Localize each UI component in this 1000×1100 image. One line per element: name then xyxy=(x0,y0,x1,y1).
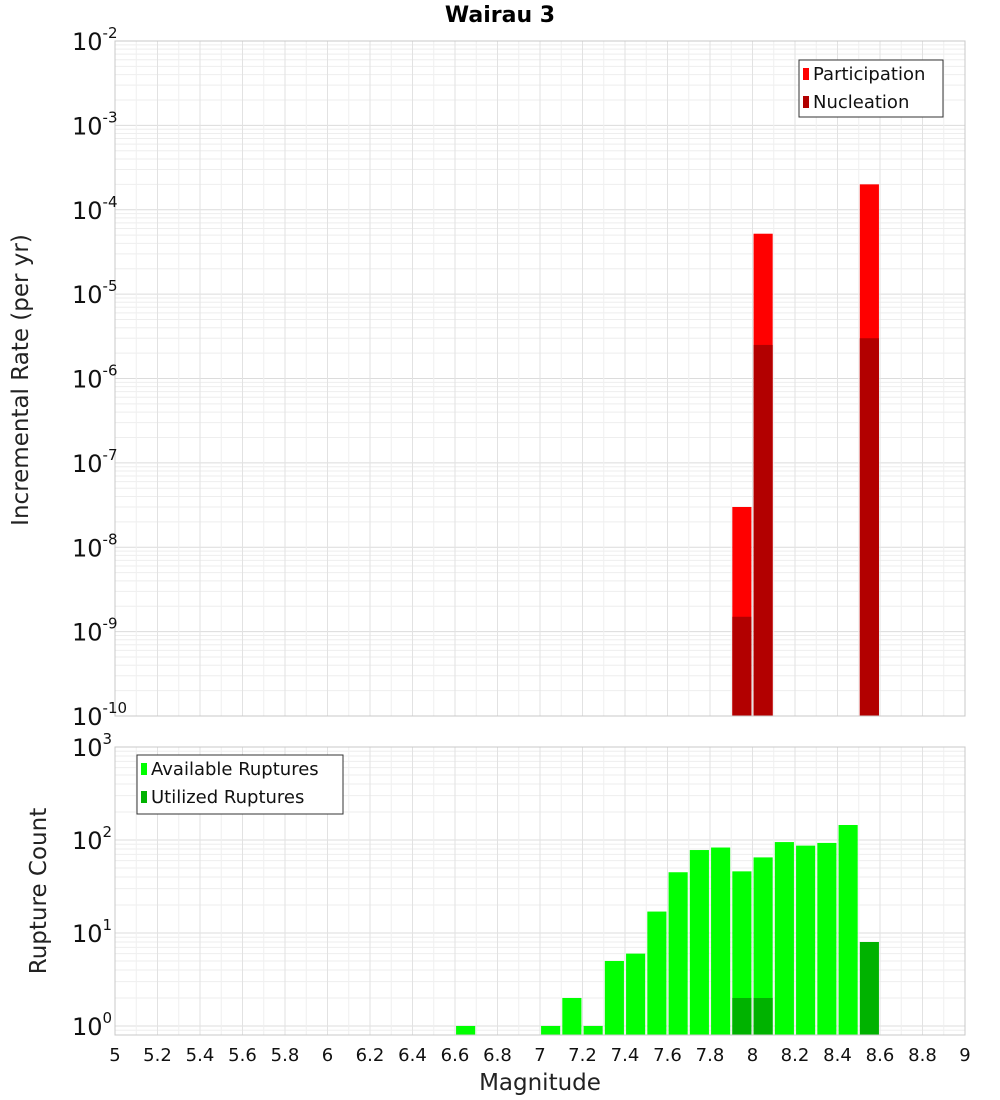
legend-swatch xyxy=(803,96,809,108)
legend-swatch xyxy=(141,791,147,803)
x-tick-label: 5 xyxy=(109,1045,120,1066)
count-panel: 100 101 102 103 Rupture Count Available Ruptu… xyxy=(26,730,966,1041)
available-ruptures-bar xyxy=(647,911,667,1035)
x-tick-label: 8.4 xyxy=(823,1045,852,1066)
x-tick-label: 7 xyxy=(534,1045,545,1066)
legend-label: Utilized Ruptures xyxy=(151,787,304,808)
legend-label: Available Ruptures xyxy=(151,759,319,780)
x-tick-label: 8.8 xyxy=(908,1045,937,1066)
y-tick-label: 100 xyxy=(72,1009,112,1041)
x-tick-label: 5.4 xyxy=(186,1045,215,1066)
available-ruptures-bar xyxy=(689,850,709,1035)
x-tick-label: 6 xyxy=(322,1045,333,1066)
available-ruptures-bar xyxy=(753,857,773,1035)
legend-box xyxy=(798,59,944,118)
available-ruptures-bar xyxy=(541,1025,561,1035)
rate-panel: 10-10 10-9 10-8 10-7 10-6 10-5 10-4 10-3 10-2 Inc… xyxy=(8,24,966,731)
y-tick-label: 101 xyxy=(72,916,112,948)
available-ruptures-bar xyxy=(774,842,794,1035)
y-tick-label: 10-8 xyxy=(72,530,118,562)
available-ruptures-bar xyxy=(626,953,646,1035)
available-ruptures-bar xyxy=(817,842,837,1035)
x-axis-label: Magnitude xyxy=(479,1070,601,1096)
x-tick-label: 8.6 xyxy=(866,1045,895,1066)
y-tick-label: 10-3 xyxy=(72,108,118,140)
x-tick-label: 7.6 xyxy=(653,1045,682,1066)
nucleation-bar xyxy=(753,344,773,716)
y-tick-label: 10-10 xyxy=(72,699,127,731)
rate-legend: Participation Nucleation xyxy=(798,59,944,118)
x-tick-label: 7.4 xyxy=(611,1045,640,1066)
available-ruptures-bar xyxy=(711,847,731,1035)
y-tick-label: 10-4 xyxy=(72,193,118,225)
rate-plot-border xyxy=(114,40,966,717)
y-tick-label: 10-6 xyxy=(72,362,118,394)
y-tick-label: 10-9 xyxy=(72,615,118,647)
count-y-ticks: 100 101 102 103 xyxy=(72,730,112,1041)
x-tick-label: 9 xyxy=(959,1045,970,1066)
x-tick-label: 8.2 xyxy=(781,1045,810,1066)
legend-swatch xyxy=(141,763,147,775)
available-ruptures-bar xyxy=(732,871,752,1035)
nucleation-bar xyxy=(859,338,879,716)
available-ruptures-bar xyxy=(604,960,624,1035)
available-ruptures-bar xyxy=(583,1025,603,1035)
available-ruptures-bar xyxy=(668,872,688,1035)
x-tick-label: 5.2 xyxy=(143,1045,172,1066)
rate-y-axis-label: Incremental Rate (per yr) xyxy=(8,234,34,526)
x-axis: 5 5.2 5.4 5.6 5.8 6 6.2 6.4 6.6 6.8 7 7.2 7.4 7.6 7.8 8… xyxy=(109,1045,970,1066)
x-tick-label: 7.2 xyxy=(568,1045,597,1066)
count-plot-border xyxy=(114,746,966,1036)
y-tick-label: 10-7 xyxy=(72,446,118,478)
x-tick-label: 6.6 xyxy=(441,1045,470,1066)
y-tick-label: 10-2 xyxy=(72,24,118,56)
y-tick-label: 102 xyxy=(72,823,112,855)
count-y-axis-label: Rupture Count xyxy=(26,808,52,974)
x-tick-label: 6.2 xyxy=(356,1045,385,1066)
legend-swatch xyxy=(803,68,809,80)
rate-gridlines xyxy=(114,41,966,717)
y-tick-label: 10-5 xyxy=(72,277,118,309)
utilized-ruptures-bar xyxy=(732,997,752,1035)
count-series-available-ruptures xyxy=(456,824,858,1035)
available-ruptures-bar xyxy=(796,845,816,1035)
utilized-ruptures-bar xyxy=(859,942,879,1035)
legend-label: Nucleation xyxy=(813,92,909,113)
y-tick-label: 103 xyxy=(72,730,112,762)
x-tick-label: 6.8 xyxy=(483,1045,512,1066)
utilized-ruptures-bar xyxy=(753,997,773,1035)
x-tick-label: 5.8 xyxy=(271,1045,300,1066)
rate-series-nucleation xyxy=(732,338,879,716)
x-tick-label: 6.4 xyxy=(398,1045,427,1066)
x-tick-label: 8 xyxy=(747,1045,758,1066)
x-tick-label: 7.8 xyxy=(696,1045,725,1066)
legend-label: Participation xyxy=(813,64,925,85)
available-ruptures-bar xyxy=(456,1025,476,1035)
count-legend: Available Ruptures Utilized Ruptures xyxy=(136,754,344,815)
chart-title: Wairau 3 xyxy=(445,3,555,28)
x-tick-label: 5.6 xyxy=(228,1045,257,1066)
available-ruptures-bar xyxy=(838,824,858,1035)
nucleation-bar xyxy=(732,616,752,716)
legend-box xyxy=(136,754,344,815)
rate-y-ticks: 10-10 10-9 10-8 10-7 10-6 10-5 10-4 10-3 10-2 xyxy=(72,24,127,731)
count-series-utilized-ruptures xyxy=(732,942,879,1035)
available-ruptures-bar xyxy=(562,997,582,1035)
